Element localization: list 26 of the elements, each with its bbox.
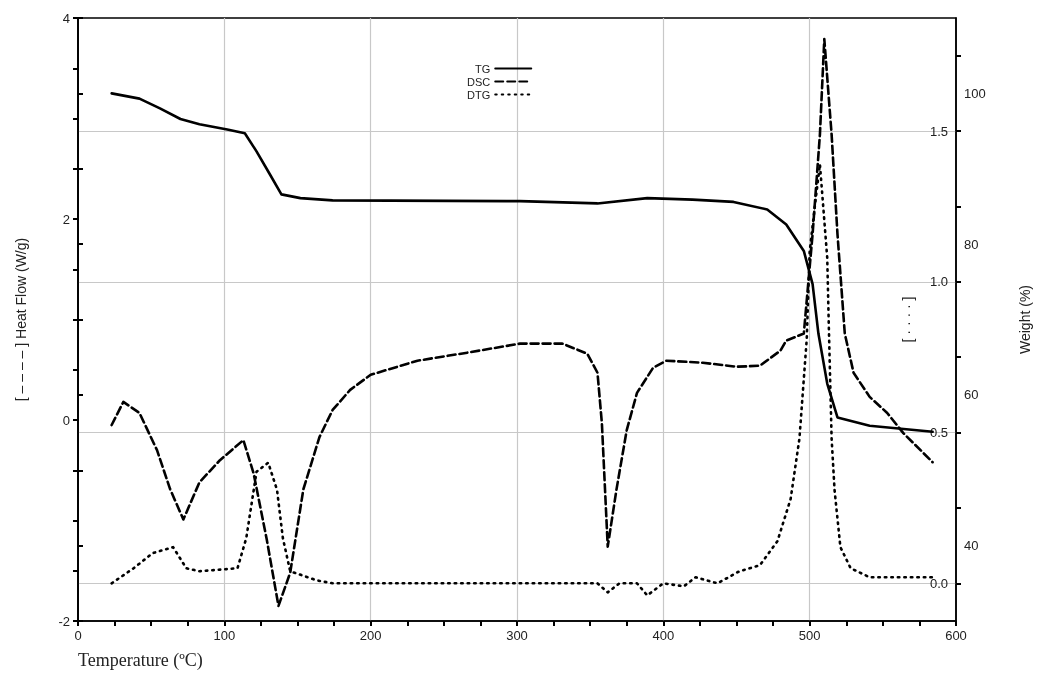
x-tick-label: 600	[945, 628, 967, 643]
x-axis-title: Temperature (ºC)	[78, 650, 203, 671]
y2-tick-label: 60	[964, 387, 979, 403]
y2-tick-label: 40	[964, 538, 979, 554]
y2-axis-title: Weight (%)	[1017, 285, 1033, 354]
y-tick-label: 0	[62, 412, 70, 428]
x-tick-label: 300	[506, 628, 528, 643]
y3-tick-label: 0.0	[929, 575, 948, 591]
y3-tick-label: 1.0	[929, 274, 948, 290]
y3-axis-title: [ · · · · ]	[900, 296, 916, 343]
y3-tick-label: 0.5	[929, 425, 948, 441]
x-tick-label: 0	[74, 628, 82, 643]
y-tick-label: 4	[62, 10, 70, 26]
y3-tick-label: 1.5	[929, 123, 948, 139]
y-axis-title: [ – – – – ] Heat Flow (W/g)	[13, 237, 29, 402]
legend-label: DSC	[466, 75, 491, 88]
x-tick-label: 100	[213, 628, 236, 643]
x-tick-label: 500	[798, 628, 821, 643]
legend-label: DTG	[466, 88, 491, 101]
y-tick-label: 2	[62, 211, 70, 227]
x-tick-label: 400	[652, 628, 675, 643]
x-tick-label: 200	[359, 628, 382, 643]
y2-tick-label: 80	[964, 236, 979, 252]
y-tick-label: -2	[58, 613, 70, 629]
legend-label: TG	[474, 62, 491, 75]
y2-tick-label: 100	[964, 85, 986, 101]
